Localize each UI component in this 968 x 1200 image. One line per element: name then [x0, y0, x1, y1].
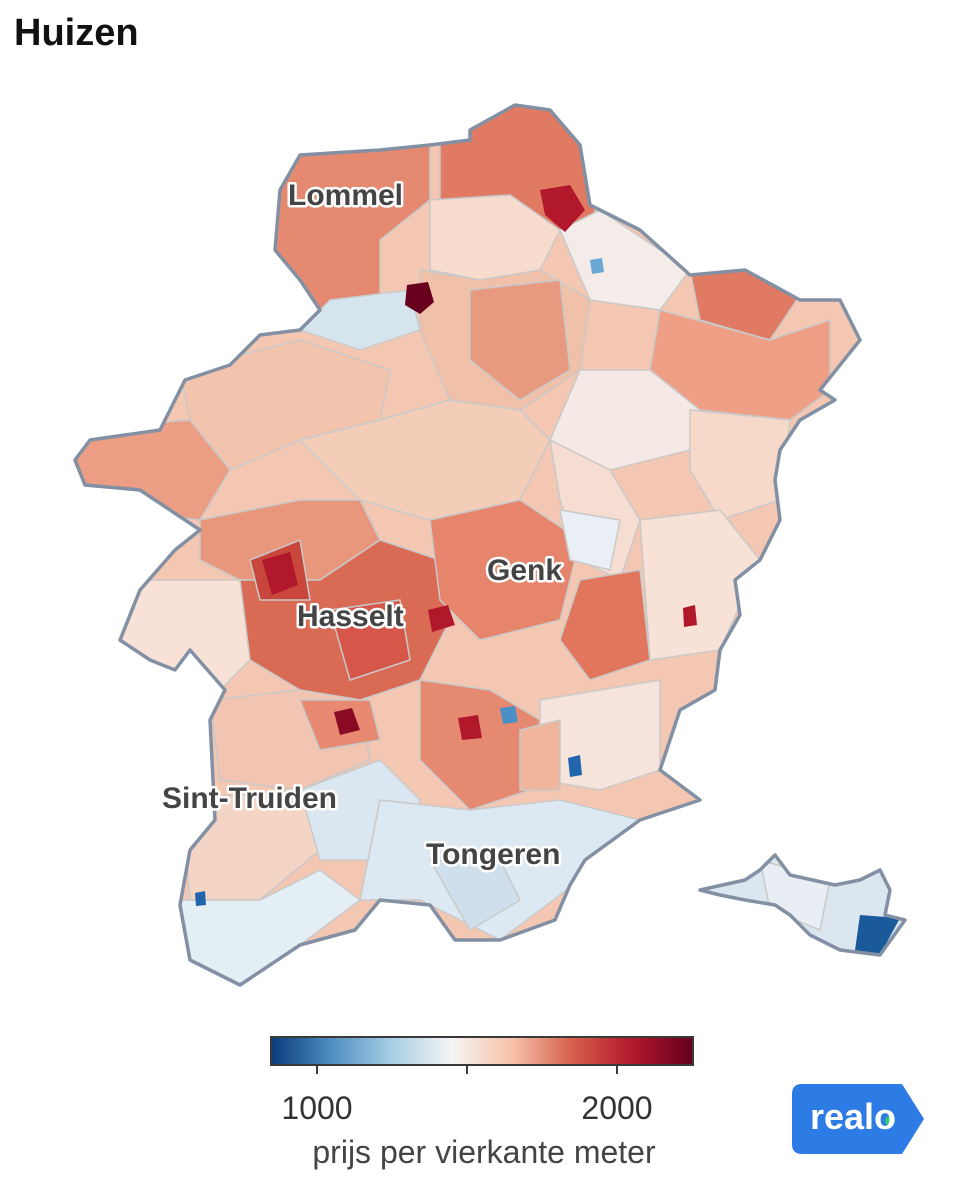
realo-logo-text: realo — [810, 1096, 897, 1137]
legend-tick — [316, 1066, 318, 1074]
legend-tick — [616, 1066, 618, 1074]
realo-logo[interactable]: realo — [792, 1084, 924, 1154]
city-label-sint-truiden: Sint-Truiden — [162, 782, 337, 815]
legend-tick — [466, 1066, 468, 1074]
province-exclave — [698, 853, 907, 957]
city-label-tongeren: Tongeren — [426, 838, 560, 871]
color-scale-bar — [270, 1036, 694, 1066]
province-main — [73, 103, 862, 987]
realo-logo-badge — [792, 1084, 924, 1154]
legend-tick-label: 1000 — [281, 1090, 353, 1126]
map-title: Huizen — [14, 12, 139, 54]
choropleth-map: Lommel Genk Hasselt Sint-Truiden Tongere… — [73, 103, 907, 987]
legend-title: prijs per vierkante meter — [312, 1134, 656, 1170]
legend-tick-label: 2000 — [581, 1090, 653, 1126]
city-label-genk: Genk — [487, 554, 562, 587]
city-label-lommel: Lommel — [288, 179, 403, 212]
city-label-hasselt: Hasselt — [297, 600, 404, 633]
